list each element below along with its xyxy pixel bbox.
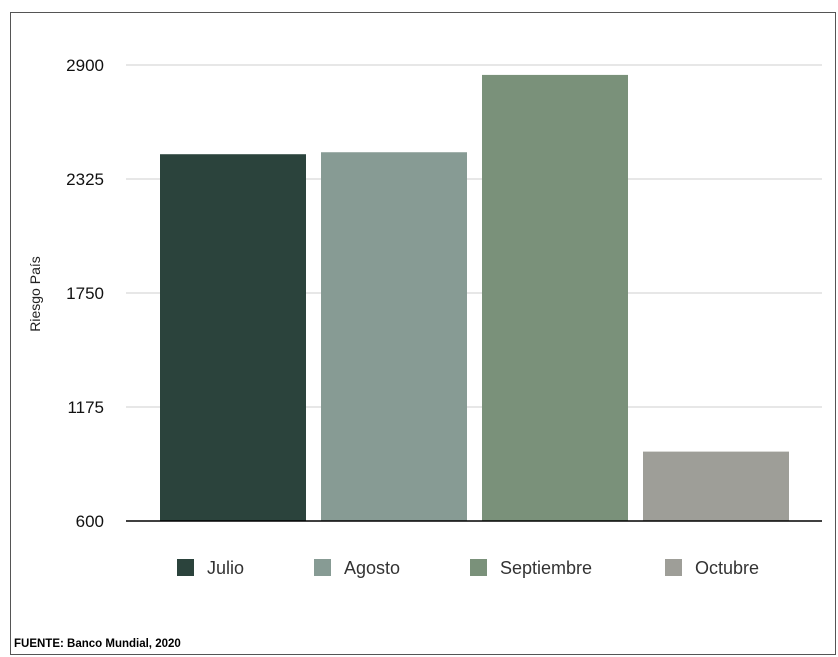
y-tick-label: 600 (76, 512, 104, 531)
y-axis-ticks: 600 1175 1750 2325 2900 (66, 56, 104, 531)
legend: Julio Agosto Septiembre Octubre (177, 558, 759, 578)
legend-swatch-agosto (314, 559, 331, 576)
y-tick-label: 2900 (66, 56, 104, 75)
source-note: FUENTE: Banco Mundial, 2020 (14, 638, 181, 650)
legend-label-septiembre: Septiembre (500, 558, 592, 578)
y-axis-label: Riesgo País (27, 256, 43, 331)
bar-julio (160, 154, 306, 521)
legend-swatch-septiembre (470, 559, 487, 576)
legend-label-julio: Julio (207, 558, 244, 578)
bars (160, 74, 789, 522)
y-tick-label: 1750 (66, 284, 104, 303)
legend-label-agosto: Agosto (344, 558, 400, 578)
legend-swatch-julio (177, 559, 194, 576)
y-tick-label: 1175 (67, 398, 104, 417)
legend-swatch-octubre (665, 559, 682, 576)
y-tick-label: 2325 (66, 170, 104, 189)
legend-label-octubre: Octubre (695, 558, 759, 578)
bar-septiembre (482, 74, 628, 522)
bar-octubre (643, 451, 789, 521)
bar-agosto (321, 152, 467, 521)
